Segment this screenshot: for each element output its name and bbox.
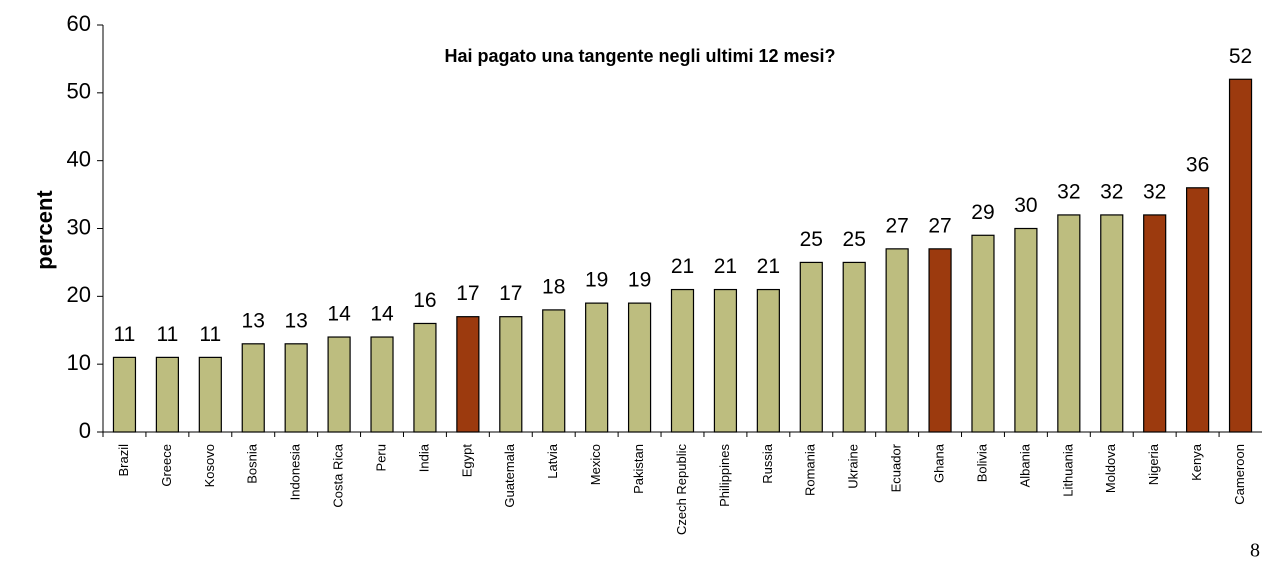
bar xyxy=(499,316,523,433)
bar xyxy=(885,248,909,433)
page-number: 8 xyxy=(1250,540,1260,562)
value-label: 52 xyxy=(1229,45,1252,68)
bar xyxy=(1228,78,1253,433)
y-tick-label: 60 xyxy=(67,11,91,36)
bar xyxy=(799,261,823,433)
x-tick-label: Greece xyxy=(159,444,174,487)
value-label: 13 xyxy=(242,309,265,332)
value-label: 19 xyxy=(585,269,608,292)
x-tick-label: Ghana xyxy=(931,443,946,483)
x-tick-label: Czech Republic xyxy=(674,444,689,536)
value-label: 32 xyxy=(1100,180,1123,203)
x-tick-label: Moldova xyxy=(1103,443,1118,493)
value-label: 14 xyxy=(327,303,351,326)
value-label: 32 xyxy=(1057,180,1080,203)
bar xyxy=(284,343,308,433)
x-tick-label: Ukraine xyxy=(846,444,861,489)
y-tick-label: 40 xyxy=(67,146,91,171)
x-tick-label: Peru xyxy=(373,444,388,471)
y-axis-label: percent xyxy=(32,190,57,270)
x-tick-label: Guatemala xyxy=(502,443,517,507)
bar xyxy=(456,316,480,433)
y-tick-label: 20 xyxy=(67,282,91,307)
x-tick-label: Pakistan xyxy=(631,444,646,494)
value-label: 11 xyxy=(156,323,178,346)
x-tick-label: Romania xyxy=(803,443,818,496)
bar xyxy=(713,288,738,433)
bar xyxy=(756,288,780,433)
bar xyxy=(585,302,609,433)
value-label: 25 xyxy=(843,228,866,251)
bar xyxy=(1014,227,1038,433)
value-label: 19 xyxy=(628,269,651,292)
value-label: 18 xyxy=(542,275,565,298)
x-tick-label: Albania xyxy=(1017,443,1032,487)
value-label: 21 xyxy=(714,255,737,278)
bar xyxy=(370,336,394,433)
bar xyxy=(413,322,437,433)
value-label: 13 xyxy=(284,309,307,332)
value-label: 16 xyxy=(413,289,436,312)
value-label: 17 xyxy=(499,282,522,305)
y-tick-label: 0 xyxy=(79,418,91,443)
value-label: 14 xyxy=(370,303,394,326)
x-tick-label: Kenya xyxy=(1189,443,1204,481)
value-label: 29 xyxy=(971,201,994,224)
value-label: 27 xyxy=(928,214,951,237)
value-label: 11 xyxy=(199,323,221,346)
bar xyxy=(155,356,179,433)
x-tick-label: Costa Rica xyxy=(331,443,346,507)
x-tick-label: India xyxy=(416,443,431,472)
bar xyxy=(241,343,265,433)
x-tick-label: Latvia xyxy=(545,443,560,478)
x-tick-label: Brazil xyxy=(116,444,131,477)
bar xyxy=(1186,187,1210,433)
x-tick-label: Mexico xyxy=(588,444,603,485)
bar xyxy=(1143,214,1167,433)
x-tick-label: Bolivia xyxy=(974,443,989,482)
x-tick-label: Bosnia xyxy=(245,443,260,484)
y-tick-label: 50 xyxy=(67,79,91,104)
bar xyxy=(971,234,995,433)
x-tick-label: Cameroon xyxy=(1232,444,1247,505)
value-label: 36 xyxy=(1186,153,1209,176)
value-label: 30 xyxy=(1014,194,1037,217)
value-label: 32 xyxy=(1143,180,1166,203)
value-label: 17 xyxy=(456,282,479,305)
x-tick-label: Egypt xyxy=(459,444,474,478)
value-label: 21 xyxy=(757,255,780,278)
bar xyxy=(112,356,137,433)
bar xyxy=(842,261,866,433)
bar xyxy=(327,336,351,433)
x-tick-label: Lithuania xyxy=(1060,443,1075,497)
bar xyxy=(198,356,222,433)
chart-title: Hai pagato una tangente negli ultimi 12 … xyxy=(444,46,835,66)
bar xyxy=(1057,214,1081,433)
x-tick-label: Philippines xyxy=(717,444,732,507)
y-tick-label: 10 xyxy=(67,350,91,375)
x-tick-label: Nigeria xyxy=(1146,443,1161,485)
y-tick-label: 30 xyxy=(67,214,91,239)
value-label: 21 xyxy=(671,255,694,278)
value-label: 11 xyxy=(114,323,136,346)
value-label: 25 xyxy=(800,228,823,251)
bar xyxy=(1100,214,1124,433)
x-tick-label: Russia xyxy=(760,443,775,484)
bar xyxy=(542,309,566,433)
bar xyxy=(670,288,695,433)
bar xyxy=(928,248,952,433)
x-tick-label: Indonesia xyxy=(288,443,303,500)
value-label: 27 xyxy=(885,214,908,237)
bar xyxy=(627,302,652,433)
x-tick-label: Kosovo xyxy=(202,444,217,487)
x-tick-label: Ecuador xyxy=(889,443,904,492)
